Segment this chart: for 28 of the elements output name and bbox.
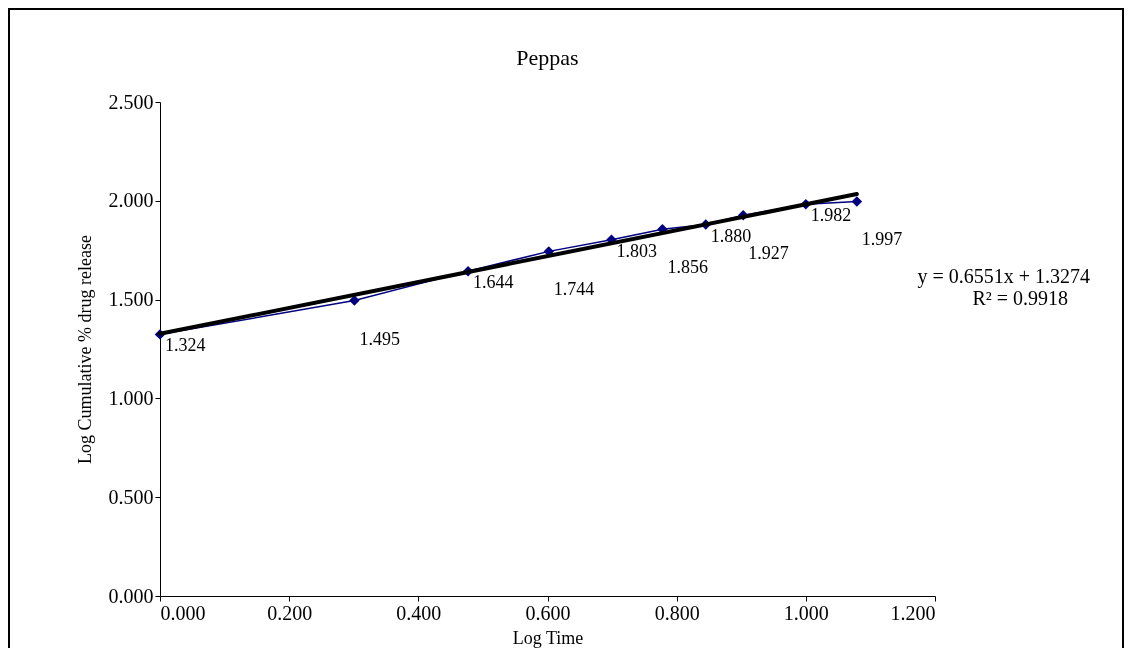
annotation: y = 0.6551x + 1.3274 bbox=[917, 265, 1090, 288]
data-label: 1.644 bbox=[473, 272, 514, 293]
x-tick-label: 0.600 bbox=[525, 601, 571, 624]
x-tick-label: 0.400 bbox=[396, 601, 442, 624]
data-label: 1.982 bbox=[810, 205, 852, 226]
x-tick-label: 1.200 bbox=[890, 601, 936, 624]
chart-title: Peppas bbox=[516, 45, 579, 70]
data-label: 1.803 bbox=[616, 240, 657, 261]
x-tick-label: 0.200 bbox=[267, 601, 313, 624]
x-tick-label: 0.000 bbox=[160, 601, 206, 624]
data-label: 1.880 bbox=[710, 225, 752, 246]
y-tick-label: 2.500 bbox=[108, 90, 154, 113]
data-label: 1.997 bbox=[861, 229, 903, 250]
y-tick-label: 0.000 bbox=[108, 584, 154, 607]
x-tick-label: 0.800 bbox=[654, 601, 700, 624]
y-tick-label: 2.000 bbox=[108, 189, 154, 212]
x-tick-label: 1.000 bbox=[783, 601, 829, 624]
data-label: 1.856 bbox=[667, 257, 708, 278]
y-tick-label: 1.000 bbox=[108, 386, 154, 409]
data-label: 1.495 bbox=[359, 328, 400, 349]
text: R² = 0.9918 bbox=[972, 287, 1068, 309]
x-axis-title: Log Time bbox=[512, 627, 584, 648]
data-label: 1.927 bbox=[748, 243, 789, 264]
y-axis-title: Log Cumulative % drug release bbox=[74, 235, 95, 464]
y-tick-label: 0.500 bbox=[108, 485, 154, 508]
data-label: 1.324 bbox=[165, 335, 206, 356]
data-label: 1.744 bbox=[553, 279, 595, 300]
y-tick-label: 1.500 bbox=[108, 288, 154, 311]
